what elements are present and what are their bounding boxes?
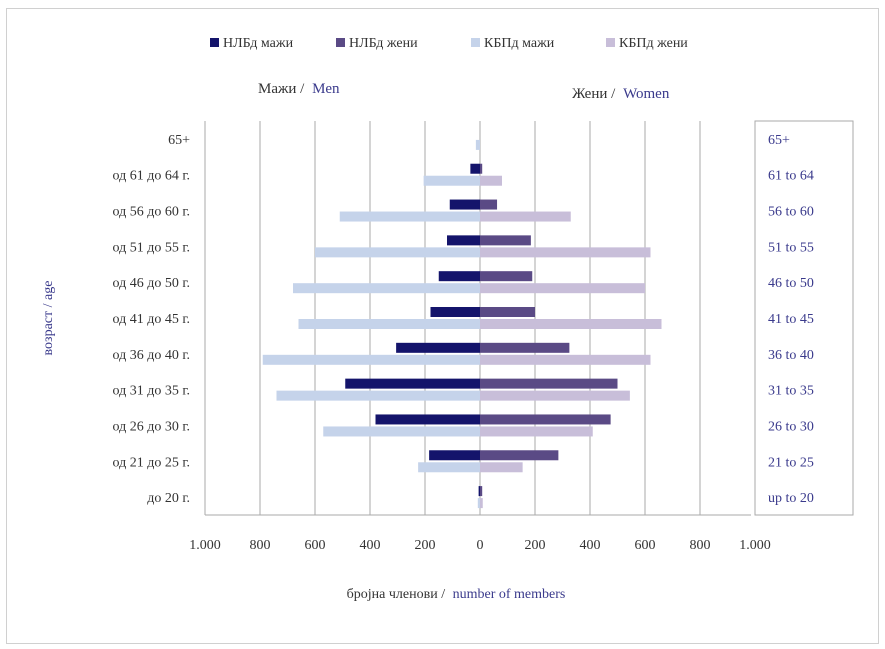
x-axis-label-ru: бројна членови /: [347, 587, 446, 602]
bar-0-8: [449, 199, 480, 210]
left-heading-en: Men: [312, 81, 340, 97]
right-category-label-4: 36 to 40: [768, 348, 814, 363]
bar-2-0: [477, 498, 480, 509]
bar-2-1: [418, 462, 480, 473]
bar-2-7: [315, 247, 480, 258]
legend-label-0: НЛБд мажи: [223, 36, 294, 51]
bar-2-2: [323, 426, 480, 437]
category-label-4: од 36 до 40 г.: [112, 348, 190, 363]
bar-3-9: [480, 175, 502, 186]
category-label-7: од 51 до 55 г.: [112, 240, 190, 255]
bar-0-5: [430, 307, 480, 317]
category-label-0: до 20 г.: [147, 491, 190, 506]
right-category-label-2: 26 to 30: [768, 419, 814, 434]
category-label-1: од 21 до 25 г.: [112, 455, 190, 470]
x-tick-4: 200: [415, 538, 436, 553]
bar-0-4: [396, 342, 480, 353]
bar-0-9: [470, 163, 480, 174]
bar-1-3: [480, 378, 618, 389]
x-tick-6: 200: [525, 538, 546, 553]
bar-1-4: [480, 342, 570, 353]
legend-label-2: КБПд мажи: [484, 36, 555, 51]
bar-2-5: [298, 319, 480, 329]
right-heading: Жени / Women: [572, 86, 670, 102]
category-label-9: од 61 до 64 г.: [112, 169, 190, 184]
bar-0-2: [375, 414, 480, 425]
bar-3-8: [480, 211, 571, 222]
x-tick-0: 1.000: [189, 538, 221, 553]
bar-0-7: [447, 235, 480, 246]
chart-frame: [6, 8, 879, 644]
right-heading-en: Women: [623, 86, 670, 102]
left-heading-ru: Мажи /: [258, 81, 305, 97]
x-tick-7: 400: [580, 538, 601, 553]
bar-3-1: [480, 462, 523, 473]
right-category-label-1: 21 to 25: [768, 455, 814, 470]
bar-1-9: [480, 163, 483, 174]
bar-0-3: [345, 378, 480, 389]
right-heading-ru: Жени /: [572, 86, 616, 102]
category-label-5: од 41 до 45 г.: [112, 312, 190, 327]
legend-label-3: КБПд жени: [619, 36, 688, 51]
right-category-label-6: 46 to 50: [768, 276, 814, 291]
right-category-label-7: 51 to 55: [768, 240, 814, 255]
category-label-8: од 56 до 60 г.: [112, 205, 190, 220]
bar-2-6: [293, 283, 480, 294]
bar-2-10: [475, 139, 480, 150]
bar-3-2: [480, 426, 593, 437]
right-category-label-10: 65+: [768, 133, 790, 148]
category-label-2: од 26 до 30 г.: [112, 419, 190, 434]
category-label-10: 65+: [168, 133, 190, 148]
right-category-label-0: up to 20: [768, 491, 814, 506]
bar-2-8: [339, 211, 480, 222]
x-tick-2: 600: [305, 538, 326, 553]
bar-1-1: [480, 450, 559, 461]
bar-0-6: [438, 271, 480, 282]
bar-2-9: [423, 175, 480, 186]
legend: НЛБд мажи НЛБд жени КБПд мажи КБПд жени: [210, 36, 688, 51]
legend-label-1: НЛБд жени: [349, 36, 418, 51]
x-axis-label: бројна членови / number of members: [347, 587, 566, 602]
bar-3-3: [480, 390, 630, 401]
x-tick-5: 0: [477, 538, 484, 553]
grid-lines: [204, 121, 756, 516]
bar-3-6: [480, 283, 645, 294]
right-category-label-3: 31 to 35: [768, 384, 814, 399]
category-label-3: од 31 до 35 г.: [112, 384, 190, 399]
bar-2-3: [276, 390, 480, 401]
bar-0-1: [429, 450, 480, 461]
category-label-6: од 46 до 50 г.: [112, 276, 190, 291]
x-tick-1: 800: [250, 538, 271, 553]
right-category-label-5: 41 to 45: [768, 312, 814, 327]
legend-swatch-1: [336, 38, 345, 47]
axis-labels: 1.000 800 600 400 200 0 200 400 600 800 1.000 до 20…: [112, 133, 813, 553]
right-category-label-9: 61 to 64: [768, 169, 814, 184]
bar-2-4: [262, 354, 480, 365]
x-tick-9: 800: [690, 538, 711, 553]
bar-1-6: [480, 271, 533, 282]
bar-1-0: [480, 486, 483, 497]
right-category-label-8: 56 to 60: [768, 205, 814, 220]
bar-0-0: [478, 486, 480, 497]
left-heading: Мажи / Men: [258, 81, 340, 97]
legend-swatch-2: [471, 38, 480, 47]
x-tick-10: 1.000: [739, 538, 771, 553]
bar-3-0: [480, 498, 483, 509]
legend-swatch-0: [210, 38, 219, 47]
bar-3-4: [480, 354, 651, 365]
bar-1-7: [480, 235, 531, 246]
bar-1-8: [480, 199, 498, 210]
x-tick-3: 400: [360, 538, 381, 553]
bars: [262, 139, 662, 509]
y-axis-label: возраст / age: [41, 281, 56, 356]
bar-1-5: [480, 307, 535, 317]
x-tick-8: 600: [635, 538, 656, 553]
bar-3-7: [480, 247, 651, 258]
bar-3-5: [480, 319, 662, 329]
x-axis-label-en: number of members: [453, 587, 566, 602]
bar-1-2: [480, 414, 611, 425]
legend-swatch-3: [606, 38, 615, 47]
